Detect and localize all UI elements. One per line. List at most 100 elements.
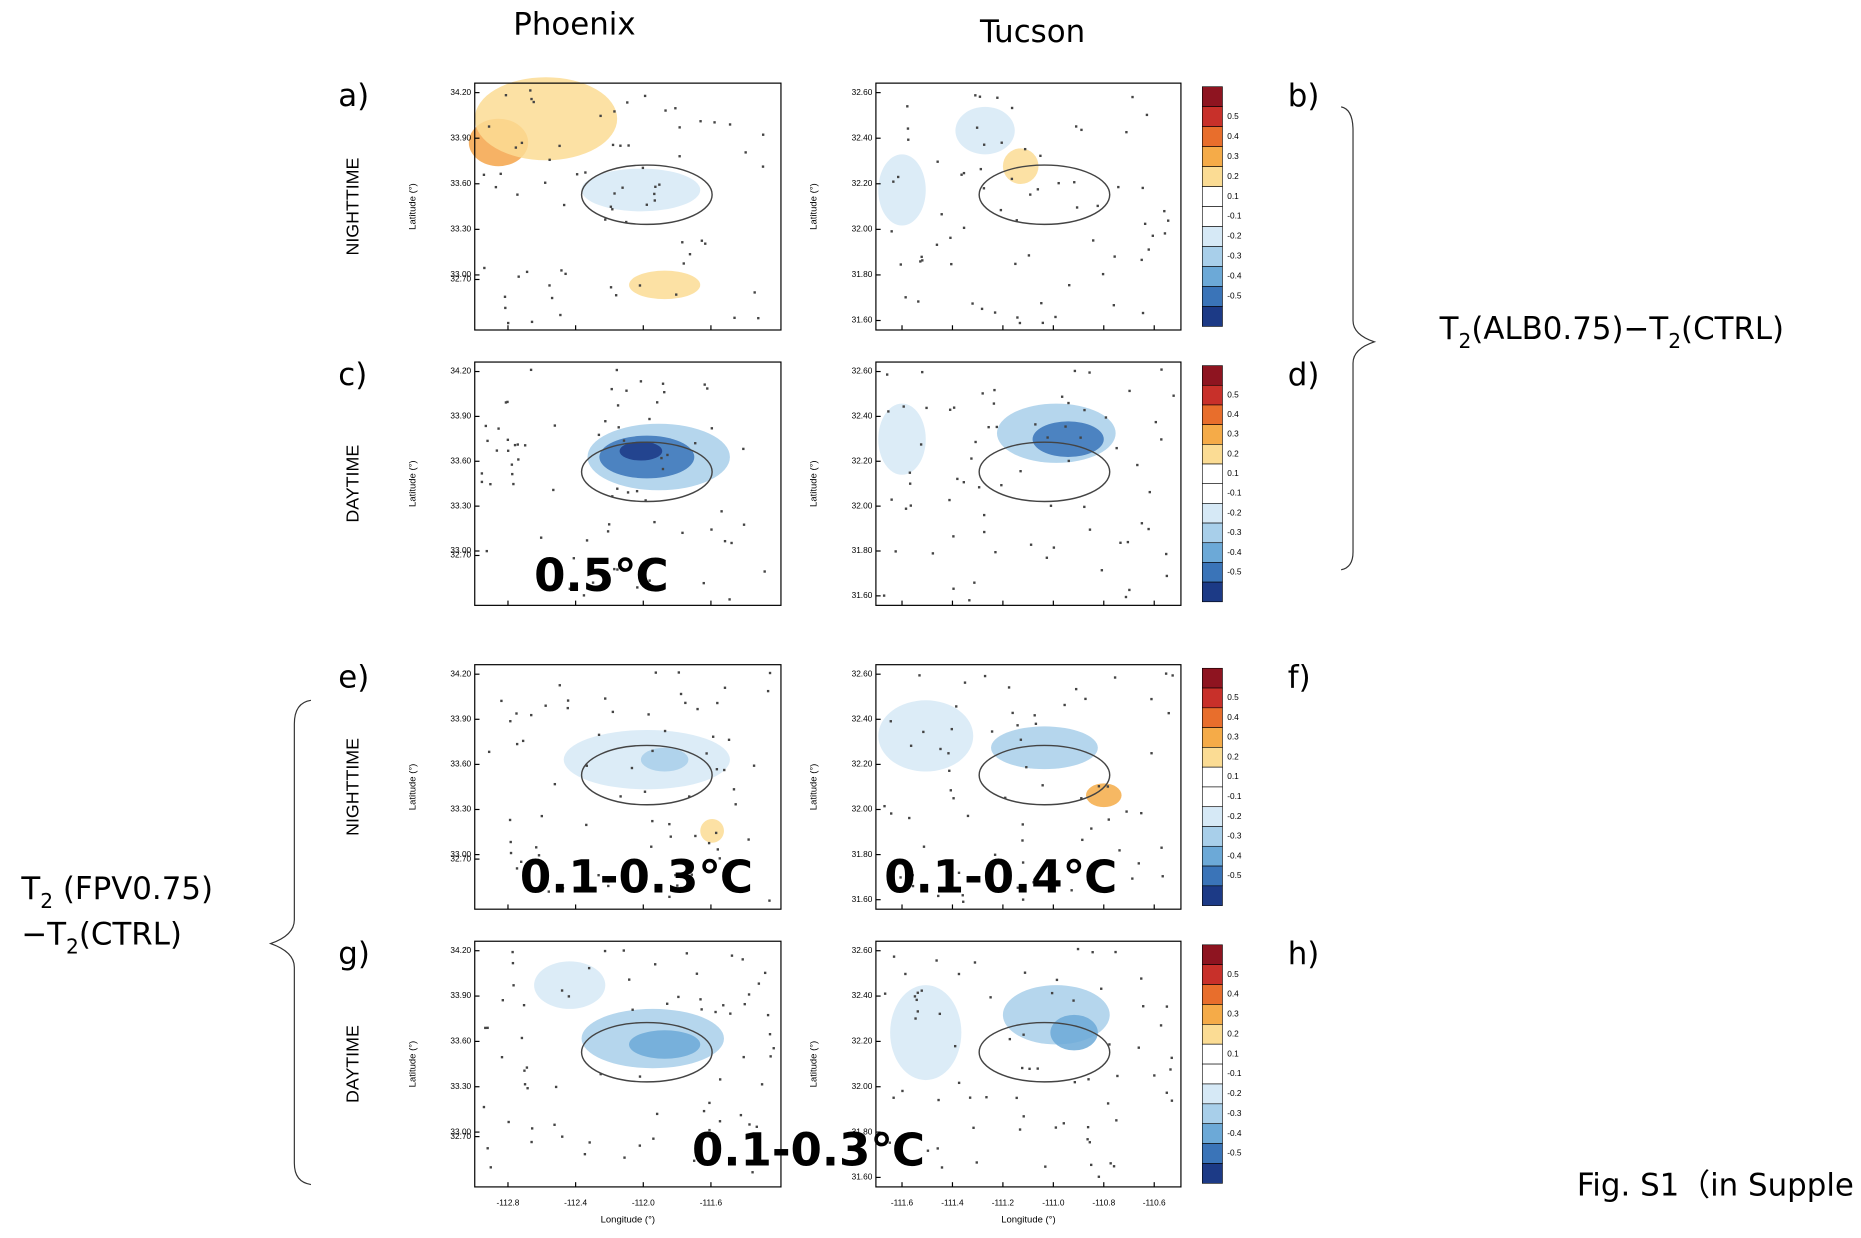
- contour-dot: [639, 380, 643, 383]
- contour-dot: [710, 528, 713, 531]
- contour-dot: [973, 581, 976, 584]
- contour-dot: [537, 854, 541, 857]
- contour-dot: [889, 720, 892, 723]
- colorbar-label: 0.2: [1227, 171, 1239, 181]
- contour-dot: [694, 442, 697, 445]
- contour-dot: [486, 439, 489, 443]
- contour-dot: [523, 1083, 527, 1086]
- contour-dot: [535, 846, 538, 849]
- contour-dot: [1124, 595, 1128, 599]
- contour-dot: [553, 424, 557, 427]
- field-patch: [1050, 1014, 1098, 1051]
- y-tick-label: 33.60: [450, 1036, 471, 1046]
- y-tick-label: 32.20: [852, 178, 873, 188]
- contour-dot: [622, 949, 625, 952]
- contour-dot: [1148, 490, 1151, 494]
- contour-dot: [521, 739, 525, 743]
- contour-dot: [647, 713, 650, 716]
- colorbar-box: [1201, 826, 1223, 847]
- contour-dot: [1019, 889, 1022, 893]
- contour-dot: [1064, 425, 1067, 428]
- contour-dot: [729, 1012, 732, 1015]
- colorbar-label: -0.5: [1227, 870, 1242, 880]
- contour-dot: [937, 894, 940, 898]
- contour-dot: [530, 1127, 534, 1130]
- contour-dot: [539, 536, 543, 539]
- colorbar-box: [1201, 1083, 1223, 1105]
- contour-dot: [1131, 95, 1134, 99]
- contour-dot: [1016, 724, 1019, 727]
- contour-dot: [669, 835, 672, 838]
- contour-dot: [763, 971, 767, 975]
- contour-dot: [516, 443, 519, 446]
- contour-dot: [908, 816, 911, 820]
- contour-dot: [1160, 368, 1163, 371]
- contour-dot: [732, 788, 736, 791]
- colorbar-label: -0.4: [1227, 850, 1242, 860]
- contour-dot: [761, 165, 765, 168]
- contour-dot: [1032, 881, 1035, 884]
- contour-dot: [947, 752, 950, 755]
- contour-dot: [1029, 193, 1032, 196]
- contour-dot: [1022, 1115, 1025, 1118]
- y-tick-label: 32.40: [852, 713, 873, 723]
- contour-dot: [504, 306, 507, 310]
- colorbar-label: -0.2: [1227, 507, 1242, 517]
- contour-dot: [500, 1055, 504, 1059]
- colorbar-box: [1201, 865, 1223, 887]
- contour-dot: [952, 587, 955, 590]
- contour-dot: [952, 406, 956, 409]
- contour-dot: [949, 236, 952, 240]
- text-part: (CTRL): [79, 916, 182, 952]
- contour-dot: [921, 370, 924, 374]
- contour-dot: [626, 491, 630, 494]
- contour-dot: [915, 998, 918, 1002]
- contour-dot: [728, 598, 731, 601]
- contour-dot: [548, 284, 551, 287]
- contour-dot: [1050, 991, 1054, 995]
- contour-dot: [985, 1096, 988, 1099]
- contour-dot: [1096, 887, 1100, 890]
- colorbar-label: 0.2: [1227, 751, 1239, 761]
- y-tick-label: 31.60: [852, 1172, 873, 1182]
- contour-dot: [714, 831, 718, 835]
- colorbar-label: -0.2: [1227, 811, 1242, 821]
- contour-dot: [707, 841, 711, 845]
- contour-dot: [722, 1004, 725, 1007]
- contour-dot: [1125, 130, 1128, 134]
- contour-dot: [575, 173, 579, 176]
- contour-dot: [625, 389, 628, 392]
- panel-label: g): [338, 936, 370, 972]
- contour-dot: [982, 143, 986, 146]
- map-panel: 32.60 32.40 32.20 32.00 31.80 31.60 Latitude (…: [809, 940, 1182, 1226]
- contour-dot: [504, 94, 508, 97]
- contour-dot: [480, 472, 484, 475]
- contour-dot: [635, 489, 639, 493]
- field-patch: [700, 818, 724, 843]
- colorbar-box: [1201, 166, 1223, 187]
- contour-dot: [940, 213, 943, 216]
- contour-dot: [487, 125, 491, 128]
- contour-dot: [627, 144, 630, 147]
- contour-dot: [940, 1166, 944, 1169]
- y-tick-label: 34.20: [450, 366, 471, 376]
- contour-dot: [1126, 540, 1130, 544]
- contour-dot: [885, 373, 889, 376]
- contour-dot: [952, 797, 955, 800]
- column-title: Phoenix: [513, 7, 635, 43]
- y-tick-label: 34.20: [450, 945, 471, 955]
- contour-dot: [552, 488, 555, 492]
- contour-dot: [960, 173, 963, 176]
- contour-dot: [715, 768, 719, 771]
- colorbar-box: [1201, 404, 1223, 425]
- text-part: (CTRL): [1681, 310, 1784, 346]
- y-tick-label: 33.00: [450, 269, 471, 279]
- x-tick-label: -111.6: [700, 1198, 723, 1208]
- contour-dot: [514, 146, 518, 149]
- contour-dot: [614, 294, 618, 297]
- contour-dot: [658, 183, 661, 186]
- contour-dot: [971, 302, 974, 305]
- y-tick-label: 33.60: [450, 178, 471, 188]
- contour-dot: [963, 681, 967, 684]
- contour-dot: [604, 697, 607, 700]
